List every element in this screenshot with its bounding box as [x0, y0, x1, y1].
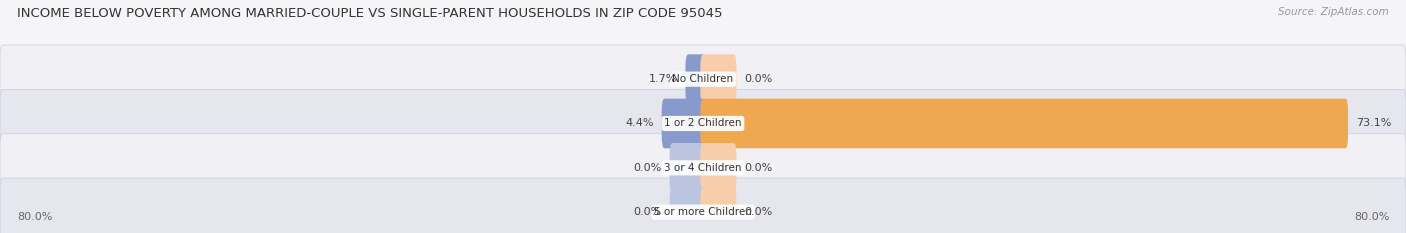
Text: 0.0%: 0.0%: [744, 163, 772, 173]
FancyBboxPatch shape: [700, 54, 737, 104]
Text: 0.0%: 0.0%: [634, 207, 662, 217]
Text: 80.0%: 80.0%: [17, 212, 52, 222]
FancyBboxPatch shape: [662, 99, 706, 148]
Text: 0.0%: 0.0%: [744, 74, 772, 84]
FancyBboxPatch shape: [686, 54, 706, 104]
FancyBboxPatch shape: [700, 187, 737, 233]
Text: 1.7%: 1.7%: [650, 74, 678, 84]
Text: 1 or 2 Children: 1 or 2 Children: [664, 119, 742, 128]
FancyBboxPatch shape: [0, 45, 1406, 113]
FancyBboxPatch shape: [700, 143, 737, 193]
Text: 4.4%: 4.4%: [626, 119, 654, 128]
Text: Source: ZipAtlas.com: Source: ZipAtlas.com: [1278, 7, 1389, 17]
Text: INCOME BELOW POVERTY AMONG MARRIED-COUPLE VS SINGLE-PARENT HOUSEHOLDS IN ZIP COD: INCOME BELOW POVERTY AMONG MARRIED-COUPL…: [17, 7, 723, 20]
Text: 5 or more Children: 5 or more Children: [654, 207, 752, 217]
Text: 73.1%: 73.1%: [1355, 119, 1392, 128]
FancyBboxPatch shape: [700, 99, 1348, 148]
FancyBboxPatch shape: [669, 143, 706, 193]
Text: 80.0%: 80.0%: [1354, 212, 1389, 222]
FancyBboxPatch shape: [0, 178, 1406, 233]
FancyBboxPatch shape: [0, 89, 1406, 158]
Text: No Children: No Children: [672, 74, 734, 84]
FancyBboxPatch shape: [669, 187, 706, 233]
Text: 0.0%: 0.0%: [744, 207, 772, 217]
Text: 0.0%: 0.0%: [634, 163, 662, 173]
FancyBboxPatch shape: [0, 134, 1406, 202]
Text: 3 or 4 Children: 3 or 4 Children: [664, 163, 742, 173]
Legend: Married Couples, Single Parents: Married Couples, Single Parents: [588, 230, 818, 233]
